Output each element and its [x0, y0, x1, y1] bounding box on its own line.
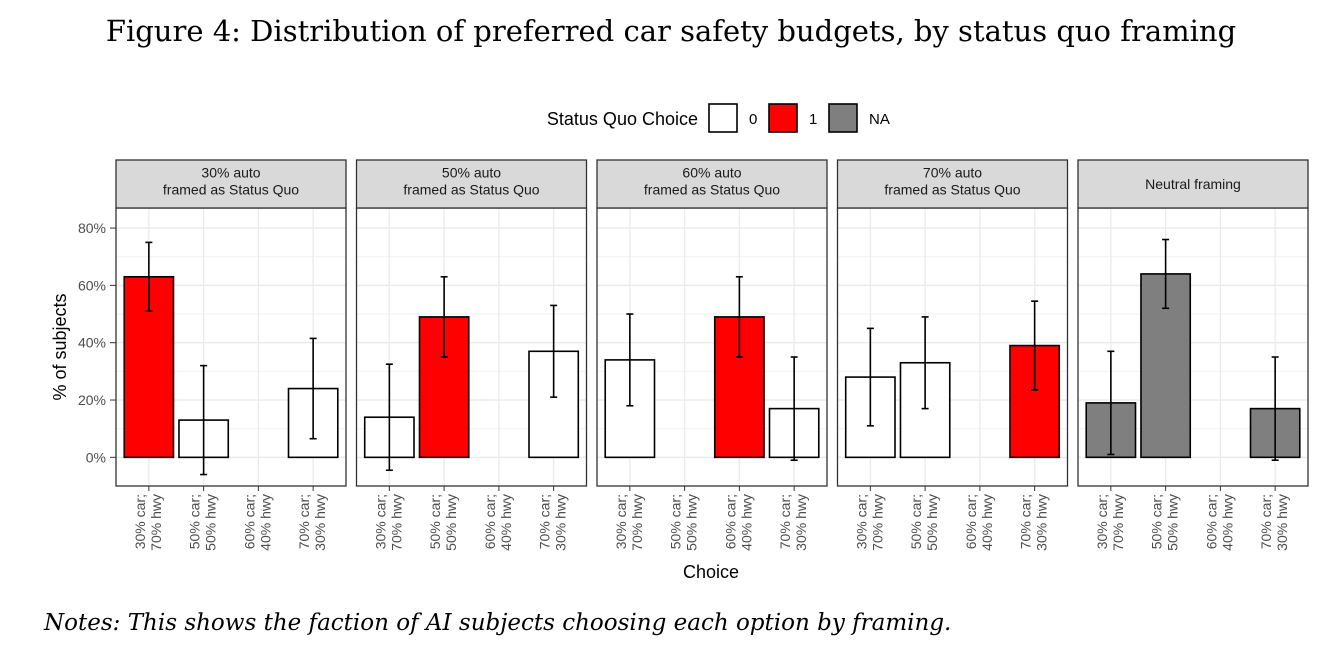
legend-title: Status Quo Choice [547, 109, 698, 129]
x-tick-label: 30% car; [372, 494, 388, 549]
facet-strip [596, 159, 828, 209]
x-tick-label: 70% car; [1018, 494, 1034, 549]
x-tick-label: 50% hwy [443, 494, 459, 551]
facet-strip [836, 159, 1069, 209]
facet-strip-label: 60% auto [682, 165, 741, 181]
legend-swatch-0 [708, 103, 738, 133]
x-tick-label: 60% car; [1203, 494, 1219, 549]
x-tick-label: 60% car; [241, 494, 257, 549]
x-tick-label: 70% hwy [869, 494, 885, 551]
facet-strip [1077, 159, 1309, 209]
figure-notes: Notes: This shows the faction of AI subj… [44, 610, 952, 636]
x-tick-label: 30% hwy [312, 494, 328, 551]
x-tick-label: 70% car; [537, 494, 553, 549]
x-axis-title: Choice [683, 562, 739, 582]
x-tick-label: 50% hwy [1165, 494, 1181, 551]
y-tick-label: 20% [78, 392, 106, 408]
x-tick-label: 50% hwy [924, 494, 940, 551]
legend-label-0: 0 [749, 111, 757, 128]
x-tick-label: 40% hwy [738, 494, 754, 551]
x-tick-label: 30% hwy [553, 494, 569, 551]
legend-label-na: NA [869, 111, 890, 128]
x-tick-label: 60% car; [482, 494, 498, 549]
x-tick-label: 50% hwy [684, 494, 700, 551]
figure-title: Figure 4: Distribution of preferred car … [105, 14, 1237, 48]
x-tick-label: 70% car; [777, 494, 793, 549]
x-tick-label: 30% car; [1094, 494, 1110, 549]
x-tick-label: 70% hwy [629, 494, 645, 551]
facet-strip-label: 30% auto [201, 165, 260, 181]
x-tick-label: 70% hwy [148, 494, 164, 551]
x-tick-label: 50% car; [187, 494, 203, 549]
x-tick-label: 30% hwy [1274, 494, 1290, 551]
y-tick-label: 40% [78, 335, 106, 351]
x-tick-label: 40% hwy [257, 494, 273, 551]
facet-strip-label: Neutral framing [1145, 176, 1241, 192]
facet-strip-label: framed as Status Quo [884, 182, 1020, 198]
y-axis-title: % of subjects [50, 293, 70, 400]
x-tick-label: 40% hwy [1219, 494, 1235, 551]
x-tick-label: 60% car; [722, 494, 738, 549]
y-tick-label: 0% [86, 449, 106, 465]
facet-strip-label: framed as Status Quo [403, 182, 539, 198]
bar [1009, 344, 1061, 459]
facet-strip [115, 159, 347, 209]
x-tick-label: 40% hwy [498, 494, 514, 551]
x-tick-label: 70% hwy [388, 494, 404, 551]
legend-swatch-na [828, 103, 858, 133]
x-tick-label: 50% car; [668, 494, 684, 549]
x-tick-label: 30% car; [853, 494, 869, 549]
x-tick-label: 40% hwy [979, 494, 995, 551]
x-tick-label: 30% car; [132, 494, 148, 549]
x-tick-label: 50% car; [427, 494, 443, 549]
x-tick-label: 30% car; [613, 494, 629, 549]
facet-strip-label: framed as Status Quo [644, 182, 780, 198]
x-tick-label: 70% hwy [1110, 494, 1126, 551]
x-tick-label: 70% car; [296, 494, 312, 549]
x-tick-label: 70% car; [1258, 494, 1274, 549]
x-tick-label: 50% hwy [203, 494, 219, 551]
facet-strip [355, 159, 588, 209]
x-tick-label: 60% car; [963, 494, 979, 549]
facet-strip-label: 50% auto [442, 165, 501, 181]
legend-label-1: 1 [809, 111, 817, 128]
y-tick-label: 80% [78, 220, 106, 236]
facet-strip-label: framed as Status Quo [163, 182, 299, 198]
x-tick-label: 50% car; [1149, 494, 1165, 549]
x-tick-label: 30% hwy [1034, 494, 1050, 551]
facet-strip-label: 70% auto [923, 165, 982, 181]
legend-swatch-1 [768, 103, 798, 133]
x-tick-label: 50% car; [908, 494, 924, 549]
y-tick-label: 60% [78, 277, 106, 293]
x-tick-label: 30% hwy [793, 494, 809, 551]
